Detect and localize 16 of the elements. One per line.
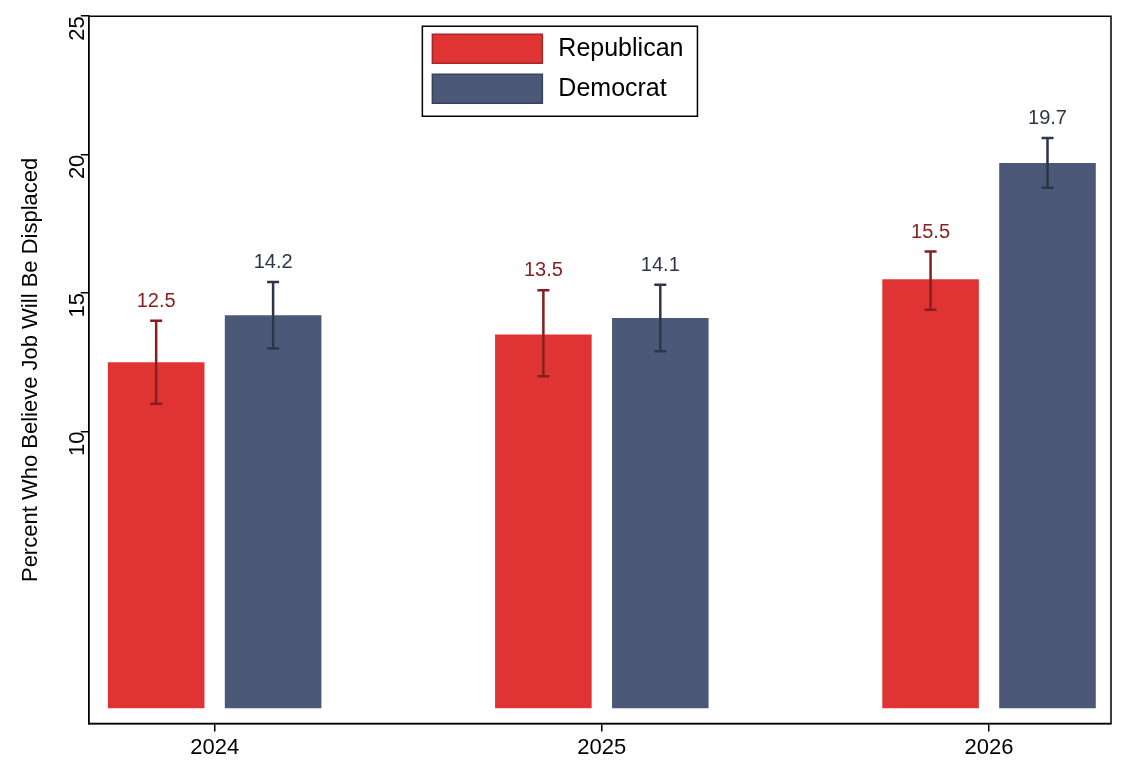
legend-label: Democrat (558, 73, 667, 102)
data-label: 15.5 (911, 219, 951, 242)
data-label: 19.7 (1028, 106, 1067, 129)
y-tick-label: 10 (63, 431, 89, 456)
data-label: 14.2 (253, 249, 293, 272)
data-label: 14.1 (640, 252, 680, 275)
y-tick-label: 15 (63, 293, 89, 318)
legend-label: Republican (558, 33, 684, 62)
x-tick-label: 2026 (964, 733, 1014, 759)
x-tick-label: 2025 (577, 733, 627, 759)
y-tick-label: 20 (63, 154, 89, 180)
y-axis-title: Percent Who Believe Job Will Be Displaced (17, 157, 43, 583)
y-tick-label: 25 (63, 16, 89, 41)
data-label: 13.5 (523, 258, 563, 281)
x-tick-label: 2024 (190, 733, 240, 759)
data-label: 12.5 (136, 288, 176, 311)
